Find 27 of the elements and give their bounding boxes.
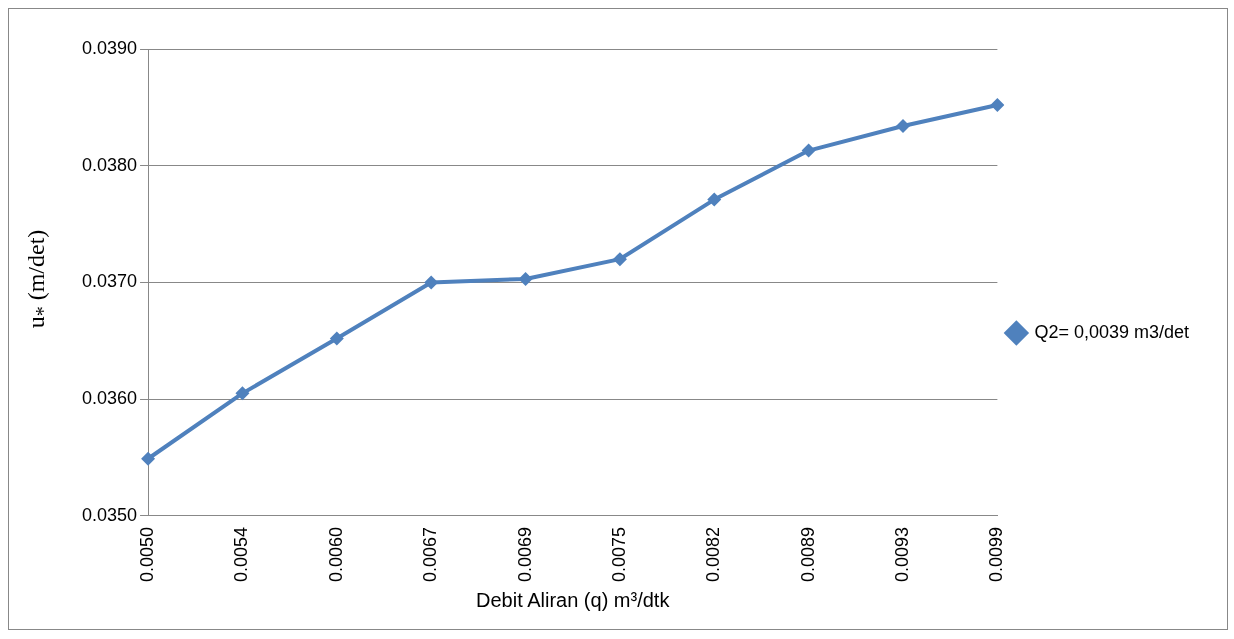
x-tick-label: 0.0082 xyxy=(703,526,724,583)
x-tick-label: 0.0069 xyxy=(514,526,535,583)
x-tick-label: 0.0075 xyxy=(608,526,629,583)
y-tick-label: 0.0360 xyxy=(81,388,138,409)
y-tick-label: 0.0380 xyxy=(81,154,138,175)
x-tick-label: 0.0093 xyxy=(891,526,912,583)
point xyxy=(235,386,250,401)
point xyxy=(518,271,533,286)
point xyxy=(329,331,344,346)
legend-label: Q2= 0,0039 m3/det xyxy=(1034,321,1189,342)
x-tick-label: 0.0050 xyxy=(137,526,158,583)
point xyxy=(424,275,439,290)
x-tick-label: 0.0099 xyxy=(986,526,1007,583)
y-tick-label: 0.0390 xyxy=(81,37,138,58)
point xyxy=(141,451,156,466)
point xyxy=(990,98,1005,113)
x-axis-title: Debit Aliran (q) m³/dtk xyxy=(476,588,671,611)
point xyxy=(896,119,911,134)
point xyxy=(801,143,816,158)
point xyxy=(707,192,722,207)
x-tick-label: 0.0060 xyxy=(325,526,346,583)
x-tick-label: 0.0089 xyxy=(797,526,818,583)
x-tick-label: 0.0054 xyxy=(231,526,252,583)
x-tick-label: 0.0067 xyxy=(420,526,441,583)
y-tick-label: 0.0370 xyxy=(81,271,138,292)
point xyxy=(612,252,627,267)
y-tick-label: 0.0350 xyxy=(81,504,138,525)
